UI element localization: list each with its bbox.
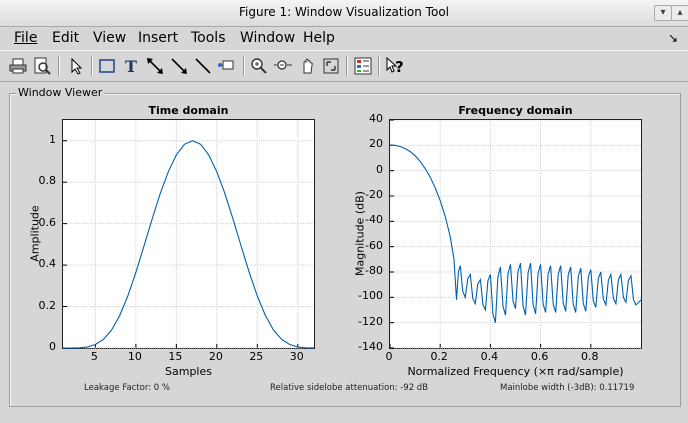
- x-tick-label: 0.2: [430, 350, 448, 363]
- dock-arrow-icon[interactable]: ↘: [667, 31, 678, 45]
- x-tick-label: 0.8: [581, 350, 599, 363]
- x-tick-label: 0: [385, 350, 393, 363]
- y-tick-label: -40: [365, 213, 383, 227]
- frequency-domain-line: [390, 144, 642, 323]
- minimize-icon[interactable]: ▾: [654, 5, 672, 21]
- double-arrow-icon[interactable]: [144, 55, 166, 77]
- menu-bar: File Edit View Insert Tools Window Help …: [0, 27, 688, 49]
- time-domain-svg: [63, 120, 315, 349]
- window-title: Figure 1: Window Visualization Tool: [239, 5, 449, 19]
- y-tick-label: 40: [369, 112, 383, 125]
- menu-view[interactable]: View: [93, 30, 127, 46]
- frequency-xlabel: Normalized Frequency (×π rad/sample): [407, 365, 624, 378]
- y-tick-label: 0.2: [38, 298, 57, 312]
- text-icon[interactable]: T: [125, 56, 137, 76]
- time-domain-line: [63, 140, 315, 349]
- y-tick-label: 0: [376, 162, 383, 176]
- x-tick-label: 0.4: [480, 350, 499, 363]
- y-tick-label: 0.6: [38, 215, 57, 229]
- frequency-domain-title: Frequency domain: [458, 104, 573, 117]
- title-bar: Figure 1: Window Visualization Tool ▾ ▴: [0, 0, 688, 27]
- y-tick-label: 0.4: [38, 257, 57, 271]
- x-tick-label: 5: [90, 350, 98, 363]
- y-tick-label: -100: [358, 289, 383, 303]
- menu-insert[interactable]: Insert: [138, 30, 179, 46]
- data-cursor-icon[interactable]: [216, 55, 238, 77]
- y-tick-label: 0.8: [38, 174, 57, 188]
- time-domain-plot[interactable]: [62, 119, 315, 349]
- rotate-icon[interactable]: [320, 55, 342, 77]
- rectangle-icon[interactable]: [96, 55, 118, 77]
- x-tick-label: 25: [249, 350, 264, 363]
- help-icon[interactable]: ?: [384, 55, 406, 77]
- frequency-domain-plot[interactable]: [389, 119, 642, 349]
- menu-help[interactable]: Help: [303, 30, 335, 46]
- y-tick-label: -120: [358, 314, 383, 328]
- y-tick-label: -80: [365, 264, 383, 277]
- toolbar: T ?: [0, 50, 688, 82]
- time-xlabel: Samples: [165, 365, 212, 378]
- x-tick-label: 20: [208, 350, 223, 363]
- y-tick-label: 20: [369, 137, 383, 151]
- print-icon[interactable]: [7, 55, 29, 77]
- arrow-icon[interactable]: [168, 55, 190, 77]
- maximize-icon[interactable]: ▴: [671, 5, 688, 21]
- print-preview-icon[interactable]: [31, 55, 53, 77]
- menu-window[interactable]: Window: [240, 30, 296, 46]
- x-tick-label: 15: [168, 350, 183, 363]
- window-viewer-panel: [9, 93, 681, 407]
- legend-icon[interactable]: [352, 55, 374, 77]
- y-tick-label: 0: [49, 340, 56, 353]
- pan-icon[interactable]: [296, 55, 318, 77]
- menu-tools[interactable]: Tools: [191, 30, 226, 46]
- mainlobe-width-text: Mainlobe width (-3dB): 0.11719: [500, 383, 635, 393]
- y-tick-label: -140: [358, 340, 383, 353]
- sidelobe-attenuation-text: Relative sidelobe attenuation: -92 dB: [270, 383, 429, 393]
- y-tick-label: 1: [49, 132, 56, 146]
- x-tick-label: 0.6: [530, 350, 549, 363]
- x-tick-label: 30: [289, 350, 304, 363]
- x-tick-label: 10: [127, 350, 142, 363]
- time-domain-title: Time domain: [148, 104, 229, 117]
- menu-edit[interactable]: Edit: [52, 30, 80, 46]
- menu-file[interactable]: File: [14, 30, 38, 46]
- panel-title: Window Viewer: [16, 86, 105, 99]
- y-tick-label: -20: [365, 188, 383, 201]
- leakage-factor-text: Leakage Factor: 0 %: [84, 383, 170, 393]
- frequency-domain-svg: [390, 120, 642, 349]
- line-icon[interactable]: [192, 55, 214, 77]
- zoom-out-icon[interactable]: [272, 55, 294, 77]
- zoom-in-icon[interactable]: [248, 55, 270, 77]
- y-tick-label: -60: [365, 238, 383, 252]
- svg-text:?: ?: [395, 58, 404, 76]
- pointer-icon[interactable]: [65, 55, 87, 77]
